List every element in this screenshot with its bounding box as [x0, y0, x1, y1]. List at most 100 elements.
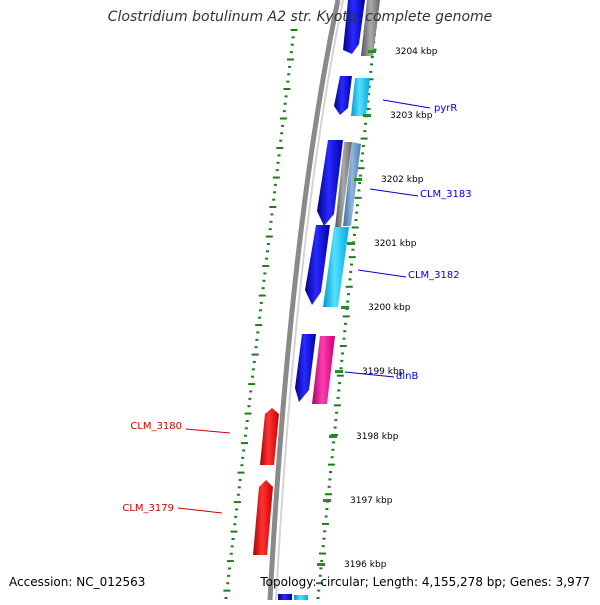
scale-tick-label: 3201 kbp — [374, 239, 417, 249]
gc-skew-dot — [251, 368, 255, 371]
gc-skew-dot — [237, 471, 245, 474]
gc-skew-dot — [281, 124, 285, 127]
gc-skew-dot — [256, 331, 260, 334]
gc-skew-dot — [242, 449, 246, 452]
gc-skew-dot — [289, 51, 293, 54]
gc-skew-dot — [349, 263, 353, 266]
scale-tick — [335, 370, 343, 373]
gc-skew-dot — [250, 375, 254, 378]
gene-label[interactable]: dinB — [396, 371, 418, 382]
gc-skew-dot — [286, 58, 294, 61]
gene-arrow-grey[interactable] — [361, 0, 380, 56]
gc-skew-dot — [240, 464, 244, 467]
gc-skew-dot — [226, 560, 234, 563]
gc-skew-track — [223, 19, 380, 599]
gene-arrow-forward[interactable] — [317, 140, 343, 226]
gc-skew-dot — [358, 182, 362, 185]
gc-skew-dot — [258, 294, 266, 297]
gene-label[interactable]: CLM_3180 — [130, 421, 182, 432]
gc-skew-dot — [336, 374, 344, 377]
gc-skew-dot — [354, 196, 362, 199]
gene-arrow-reverse[interactable] — [260, 408, 279, 465]
gc-skew-dot — [273, 191, 277, 194]
gc-skew-dot — [265, 257, 269, 260]
gc-skew-dot — [324, 493, 332, 496]
gene-features — [253, 0, 380, 600]
gene-arrow-steel[interactable] — [343, 142, 361, 226]
gc-skew-dot — [284, 95, 288, 98]
scale-tick-label: 3197 kbp — [350, 496, 393, 506]
genome-backbone-shadow — [275, 0, 344, 601]
gene-label[interactable]: CLM_3179 — [122, 503, 174, 514]
gc-skew-dot — [236, 493, 240, 496]
gc-skew-dot — [357, 189, 361, 192]
gc-skew-dot — [244, 412, 252, 415]
gene-arrow-reverse[interactable] — [253, 480, 273, 555]
gc-skew-dot — [346, 293, 350, 296]
gc-skew-dot — [343, 330, 347, 333]
scale-tick-label: 3199 kbp — [362, 367, 405, 377]
gc-skew-dot — [337, 389, 341, 392]
gene-arrow-cds[interactable] — [351, 78, 370, 116]
gc-skew-dot — [333, 404, 341, 407]
gene-arrow-forward[interactable] — [295, 334, 316, 402]
gc-skew-dot — [354, 219, 358, 222]
scale-tick — [347, 242, 355, 245]
gc-skew-dot — [321, 545, 325, 548]
gc-skew-dot — [268, 228, 272, 231]
gene-arrow-cds[interactable] — [294, 595, 308, 600]
gene-labels: pyrR CLM_3183 CLM_3182 dinB CLM_3180 CLM_3179 — [122, 99, 472, 514]
gc-skew-dot — [223, 589, 231, 592]
gc-skew-dot — [230, 530, 238, 533]
genome-backbone — [267, 0, 341, 601]
gc-skew-dot — [334, 419, 338, 422]
gc-skew-dot — [360, 137, 368, 140]
gc-skew-dot — [255, 324, 263, 327]
gc-skew-dot — [230, 545, 234, 548]
gene-label[interactable]: pyrR — [434, 103, 457, 114]
gc-skew-dot — [269, 220, 273, 223]
gc-skew-dot — [265, 235, 273, 238]
gc-skew-dot — [248, 383, 256, 386]
gc-skew-dot — [238, 478, 242, 481]
gc-skew-dot — [272, 176, 280, 179]
gc-skew-dot — [370, 63, 374, 66]
gene-arrow-forward[interactable] — [278, 594, 292, 600]
gc-skew-dot — [290, 29, 298, 31]
gene-arrow-cds[interactable] — [323, 227, 349, 307]
gc-skew-dot — [360, 159, 364, 162]
gc-skew-dot — [276, 147, 284, 150]
scale-tick — [323, 499, 331, 502]
gene-label[interactable]: CLM_3183 — [420, 189, 472, 200]
gc-skew-dot — [229, 552, 233, 555]
gc-skew-dot — [266, 250, 270, 253]
gc-skew-dot — [341, 352, 345, 355]
gene-arrow-forward[interactable] — [305, 225, 330, 305]
gene-arrow-forward[interactable] — [343, 0, 365, 54]
gc-skew-dot — [277, 154, 281, 157]
gc-skew-dot — [339, 345, 347, 348]
gc-skew-dot — [344, 322, 348, 325]
gc-skew-dot — [318, 552, 326, 555]
gene-label[interactable]: CLM_3182 — [408, 270, 460, 281]
gc-skew-dot — [339, 367, 343, 370]
gc-skew-dot — [249, 390, 253, 393]
gene-arrow-forward[interactable] — [334, 76, 352, 115]
gc-skew-dot — [349, 270, 353, 273]
gene-arrow-rna[interactable] — [312, 336, 335, 404]
gc-skew-dot — [273, 183, 277, 186]
gc-skew-dot — [261, 287, 265, 290]
gc-skew-dot — [272, 198, 276, 201]
gc-skew-dot — [332, 441, 336, 444]
gc-skew-dot — [331, 448, 335, 451]
gene-arrow-grey[interactable] — [335, 142, 352, 228]
gc-skew-dot — [363, 107, 371, 110]
gc-skew-dot — [259, 301, 263, 304]
gc-skew-dot — [324, 515, 328, 518]
gc-skew-dot — [252, 360, 256, 363]
genome-summary-text: Topology: circular; Length: 4,155,278 bp… — [260, 575, 590, 589]
gc-skew-dot — [361, 144, 365, 147]
gc-skew-dot — [364, 122, 368, 125]
gc-skew-dot — [322, 537, 326, 540]
